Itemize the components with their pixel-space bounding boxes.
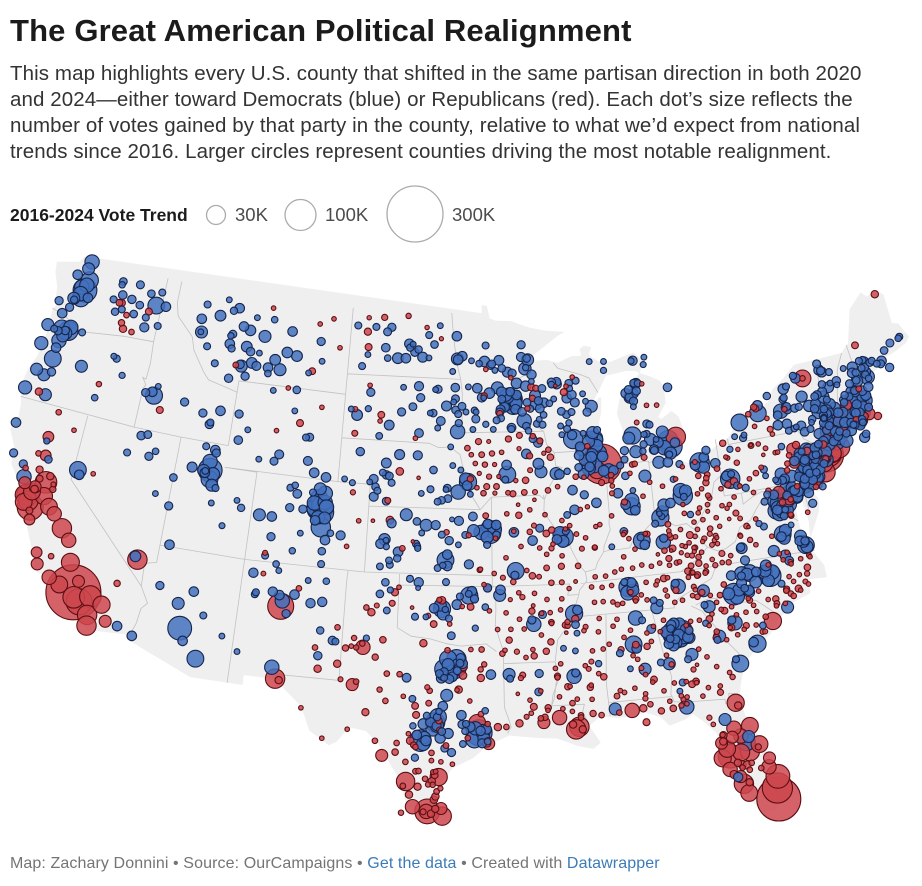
svg-text:100K: 100K bbox=[325, 204, 369, 225]
svg-text:300K: 300K bbox=[452, 204, 496, 225]
svg-text:30K: 30K bbox=[235, 204, 269, 225]
